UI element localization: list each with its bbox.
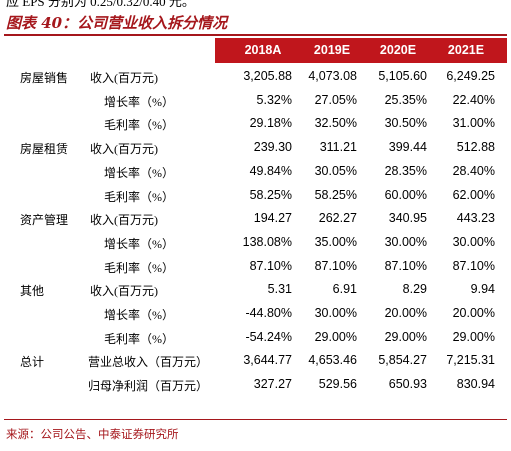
metric-label: 毛利率（%） [104, 331, 174, 346]
table-value: 49.84% [249, 163, 292, 178]
table-value: 30.05% [314, 163, 357, 178]
table-value: 327.27 [253, 377, 292, 392]
segment-name: 资产管理 [20, 213, 69, 228]
table-value: 35.00% [314, 234, 357, 249]
metric-label: 毛利率（%） [104, 260, 174, 275]
table-value: 27.05% [314, 92, 357, 107]
table-value: 512.88 [456, 140, 495, 155]
column-header: 2021E [447, 43, 485, 57]
table-value: 30.00% [314, 306, 357, 320]
segment-name: 房屋销售 [20, 71, 69, 85]
metric-label: 毛利率（%） [104, 189, 174, 204]
table-value: 830.94 [456, 377, 495, 392]
table-value: 5.32% [256, 92, 292, 107]
table-value: 30.50% [384, 116, 427, 131]
metric-label: 增长率（%） [104, 308, 174, 322]
segment-name: 其他 [20, 284, 45, 299]
table-value: 30.00% [452, 234, 495, 249]
table-value: 311.21 [319, 140, 357, 155]
segment-name: 总计 [20, 355, 45, 370]
table-value: 25.35% [384, 92, 427, 107]
table-value: 239.30 [253, 140, 292, 155]
table-value: 5,105.60 [378, 69, 427, 83]
table-value: 650.93 [388, 377, 427, 392]
metric-label: 增长率（%） [104, 94, 174, 109]
table-value: 340.95 [388, 211, 427, 226]
metric-label: 归母净利润（百万元） [88, 379, 209, 394]
table-value: 62.00% [452, 187, 495, 202]
table-value: 6,249.25 [446, 69, 495, 83]
metric-label: 收入(百万元) [90, 284, 158, 299]
table-value: 87.10% [384, 258, 427, 273]
table-value: 20.00% [452, 306, 495, 320]
table-value: 8.29 [402, 282, 427, 297]
metric-label: 营业总收入（百万元） [88, 355, 209, 370]
table-value: 58.25% [314, 187, 357, 202]
metric-label: 收入(百万元) [90, 142, 158, 157]
table-value: 31.00% [452, 116, 495, 131]
table-value: 87.10% [452, 258, 495, 273]
source-note: 来源：公司公告、中泰证券研究所 [6, 429, 179, 441]
metric-label: 收入(百万元) [90, 213, 158, 228]
table-value: 5,854.27 [378, 353, 427, 368]
table-value: 87.10% [249, 258, 292, 273]
table-value: 60.00% [384, 187, 427, 202]
table-value: -44.80% [245, 306, 292, 320]
metric-label: 收入(百万元) [90, 71, 158, 85]
table-value: 3,644.77 [243, 353, 292, 368]
table-value: 399.44 [388, 140, 427, 155]
table-value: 194.27 [253, 211, 292, 226]
table-value: 4,073.08 [308, 69, 357, 83]
metric-label: 增长率（%） [104, 236, 174, 251]
footer-rule [4, 419, 507, 420]
table-value: 4,653.46 [308, 353, 357, 368]
table-value: 28.40% [452, 163, 495, 178]
header-band [215, 38, 507, 63]
metric-label: 增长率（%） [104, 165, 174, 180]
table-value: 5.31 [267, 282, 292, 297]
table-value: 7,215.31 [446, 353, 495, 368]
table-value: 30.00% [384, 234, 427, 249]
table-value: 443.23 [456, 211, 495, 226]
table-value: 29.00% [384, 329, 427, 344]
table-value: 6.91 [332, 282, 357, 297]
table-value: 22.40% [452, 92, 495, 107]
table-value: 529.56 [318, 377, 357, 392]
table-value: 29.00% [314, 329, 357, 344]
table-value: 262.27 [318, 211, 357, 226]
column-header: 2019E [313, 43, 351, 57]
title-rule [4, 34, 507, 36]
column-header: 2018A [244, 43, 282, 57]
table-value: -54.24% [245, 329, 292, 344]
table-value: 87.10% [314, 258, 357, 273]
table-value: 29.18% [249, 116, 292, 131]
column-header: 2020E [379, 43, 417, 57]
table-value: 3,205.88 [243, 69, 292, 83]
table-value: 28.35% [384, 163, 427, 178]
table-value: 29.00% [452, 329, 495, 344]
table-value: 32.50% [314, 116, 357, 131]
table-value: 58.25% [249, 187, 292, 202]
segment-name: 房屋租赁 [20, 142, 69, 157]
table-value: 138.08% [242, 234, 292, 249]
table-value: 9.94 [470, 282, 495, 297]
table-value: 20.00% [384, 306, 427, 320]
metric-label: 毛利率（%） [104, 118, 174, 133]
intro-text: 应 EPS 分别为 0.25/0.32/0.40 元。 [6, 0, 195, 9]
figure-title: 图表 40：公司营业收入拆分情况 [6, 14, 228, 32]
